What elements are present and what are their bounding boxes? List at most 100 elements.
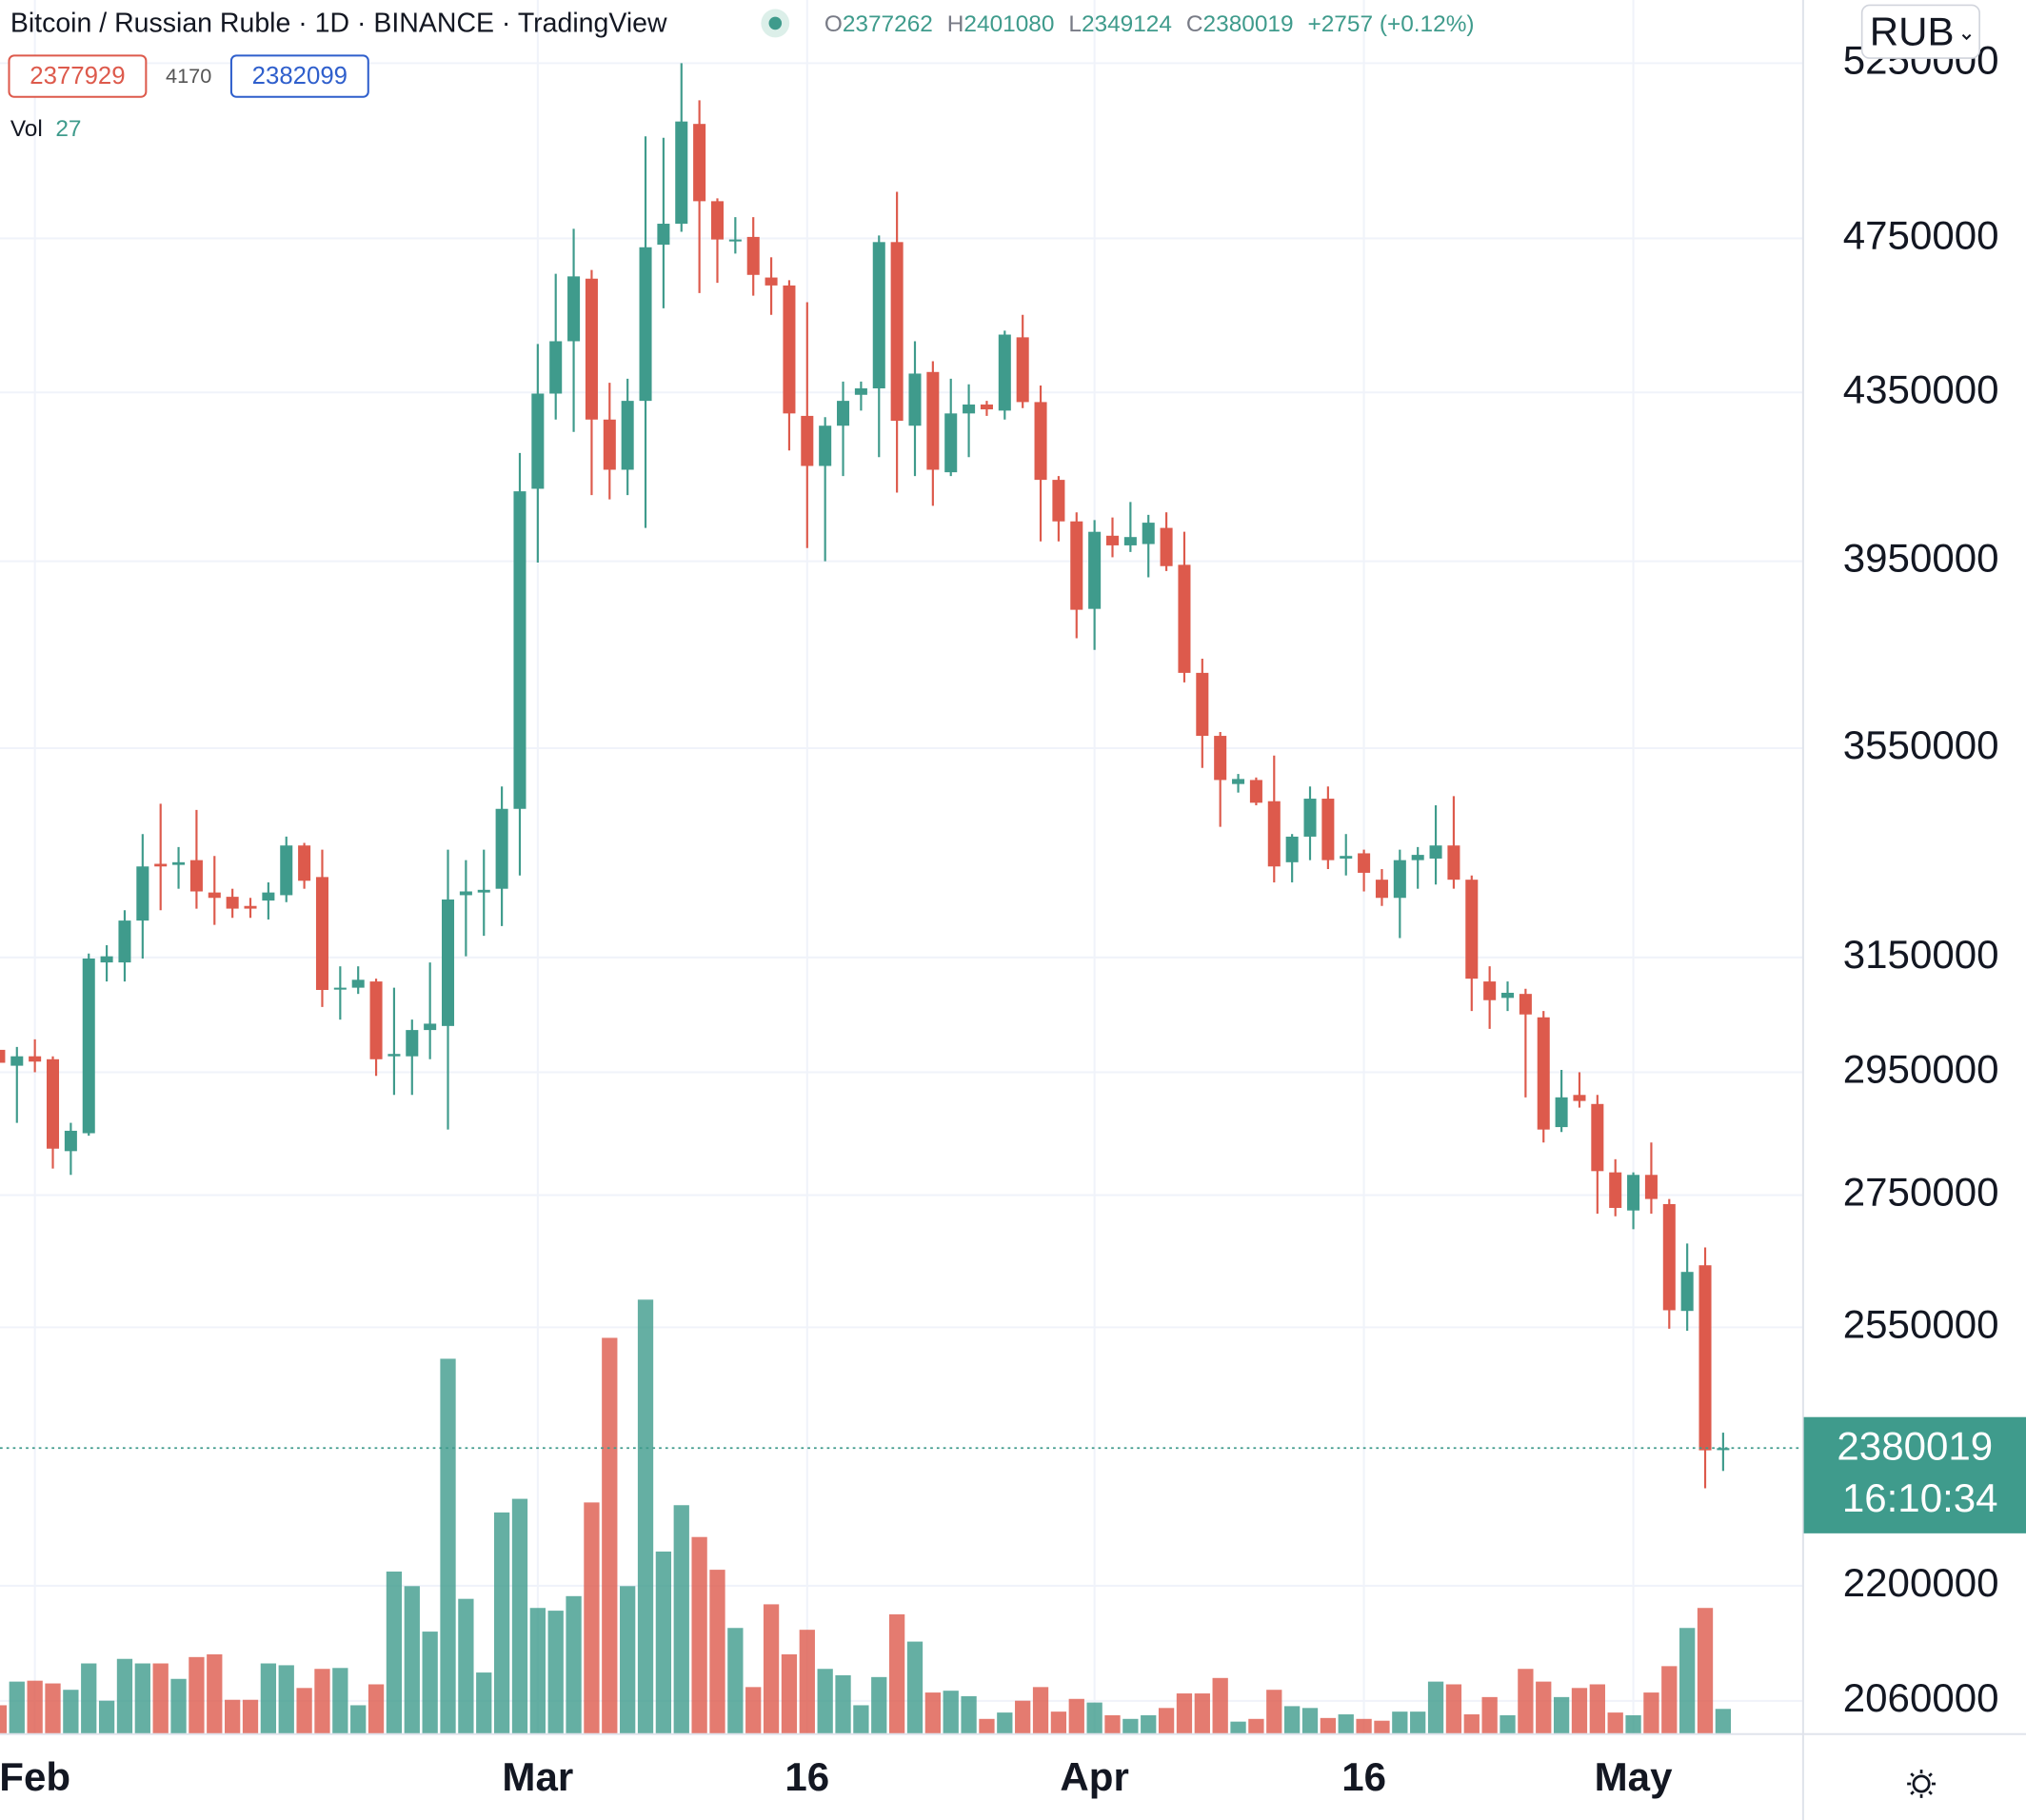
candle-body <box>1321 799 1335 861</box>
icon-rays[interactable] <box>1907 1770 1936 1798</box>
x-tick-label: May <box>1595 1754 1673 1799</box>
candle-body <box>1249 780 1262 803</box>
candle-body <box>1698 1265 1712 1451</box>
volume-bar <box>1481 1696 1498 1734</box>
ohlc-value: 2401080 <box>963 12 1054 38</box>
volume-bar <box>1661 1666 1678 1734</box>
countdown: 16:10:34 <box>1842 1475 1998 1520</box>
candle-body <box>442 899 455 1026</box>
y-tick-label: 2200000 <box>1843 1560 1999 1605</box>
candle-body <box>908 373 922 426</box>
volume-bar <box>404 1586 420 1734</box>
volume-bar <box>1589 1684 1605 1734</box>
candle-body <box>424 1023 437 1031</box>
currency-button[interactable] <box>1860 4 1980 59</box>
volume-bar <box>1068 1698 1084 1734</box>
volume-bar <box>906 1641 924 1734</box>
candle-body <box>998 334 1011 411</box>
candle-body <box>262 892 275 901</box>
volume-bar <box>1715 1709 1732 1734</box>
candle-body <box>549 341 563 394</box>
candle-body <box>315 877 328 990</box>
volume-bar <box>1230 1721 1246 1734</box>
volume-bar <box>45 1683 61 1734</box>
candle-body <box>495 808 508 889</box>
volume-bar <box>1194 1693 1210 1734</box>
candle-body <box>1501 992 1515 999</box>
volume-bar <box>1141 1714 1157 1734</box>
candle-body <box>1483 981 1497 1000</box>
candle-body <box>1591 1103 1604 1172</box>
candle-body <box>1267 801 1281 867</box>
candle-body <box>208 892 221 899</box>
ohlc-label: O <box>824 12 843 38</box>
candle-body <box>1375 880 1388 899</box>
candle-body <box>1555 1097 1568 1128</box>
volume-value: 27 <box>55 117 81 143</box>
volume-bar <box>98 1700 115 1734</box>
candle-body <box>1627 1175 1640 1211</box>
volume-bar <box>1463 1714 1480 1734</box>
bid-box[interactable] <box>8 54 148 98</box>
candle-body <box>765 277 778 286</box>
volume-bar <box>1301 1708 1319 1734</box>
currency-label[interactable]: RUB <box>1870 10 1955 54</box>
volume-bar <box>63 1690 79 1734</box>
volume-bar <box>529 1608 546 1734</box>
volume-bar <box>296 1688 312 1734</box>
candle-body <box>369 981 383 1059</box>
candle-body <box>1340 856 1353 859</box>
spread: 4170 <box>166 64 211 88</box>
volume-bar <box>1445 1684 1462 1734</box>
y-tick-label: 2550000 <box>1843 1302 1999 1347</box>
volume-bar <box>547 1611 564 1734</box>
icon-circle[interactable] <box>1912 1774 1931 1793</box>
candle-body <box>944 413 958 473</box>
currency-chevron[interactable] <box>1961 33 1972 41</box>
candle-body <box>1429 845 1442 859</box>
volume-bar <box>1356 1718 1372 1734</box>
volume-bar <box>458 1598 474 1734</box>
y-tick-label: 2060000 <box>1843 1675 1999 1720</box>
candle-body <box>1393 860 1406 899</box>
volume-bar <box>1500 1714 1516 1734</box>
volume-bar <box>853 1705 869 1734</box>
volume-bar <box>134 1663 150 1734</box>
volume-bar <box>1410 1711 1426 1734</box>
candle-body <box>1537 1017 1550 1130</box>
volume-bar <box>1086 1702 1102 1734</box>
y-tick-label: 4350000 <box>1843 366 1999 411</box>
candle-body <box>280 845 293 896</box>
volume-bar <box>386 1572 403 1734</box>
change: +2757 (+0.12%) <box>1307 12 1474 38</box>
volume-bar <box>1392 1711 1408 1734</box>
ask-box[interactable] <box>229 54 369 98</box>
candle-body <box>0 1049 6 1063</box>
ask-price[interactable]: 2382099 <box>252 63 348 89</box>
ohlc-value: 2377262 <box>843 12 933 38</box>
volume-bar <box>1032 1687 1049 1734</box>
candle-body <box>728 239 742 242</box>
bid-price[interactable]: 2377929 <box>30 63 125 89</box>
status-dot <box>768 16 783 30</box>
volume-bar <box>225 1699 241 1734</box>
volume-bar <box>0 1705 8 1734</box>
candle-body <box>657 224 670 246</box>
settings-icon[interactable] <box>1907 1770 1936 1798</box>
candle-body <box>46 1058 60 1149</box>
volume-bar <box>566 1595 582 1734</box>
volume-bar <box>314 1669 330 1734</box>
volume-bar <box>1212 1677 1228 1734</box>
candle-body <box>1070 521 1083 610</box>
candle-body <box>567 276 581 342</box>
volume-bar <box>350 1705 367 1734</box>
volume-bar <box>799 1630 815 1734</box>
volume-bar <box>1158 1708 1175 1734</box>
candle-body <box>1465 880 1479 979</box>
candle-body <box>1105 535 1120 545</box>
ohlc-label: C <box>1186 12 1203 38</box>
candle-body <box>82 958 95 1134</box>
volume-bar <box>673 1505 689 1734</box>
candle-body <box>980 404 993 410</box>
